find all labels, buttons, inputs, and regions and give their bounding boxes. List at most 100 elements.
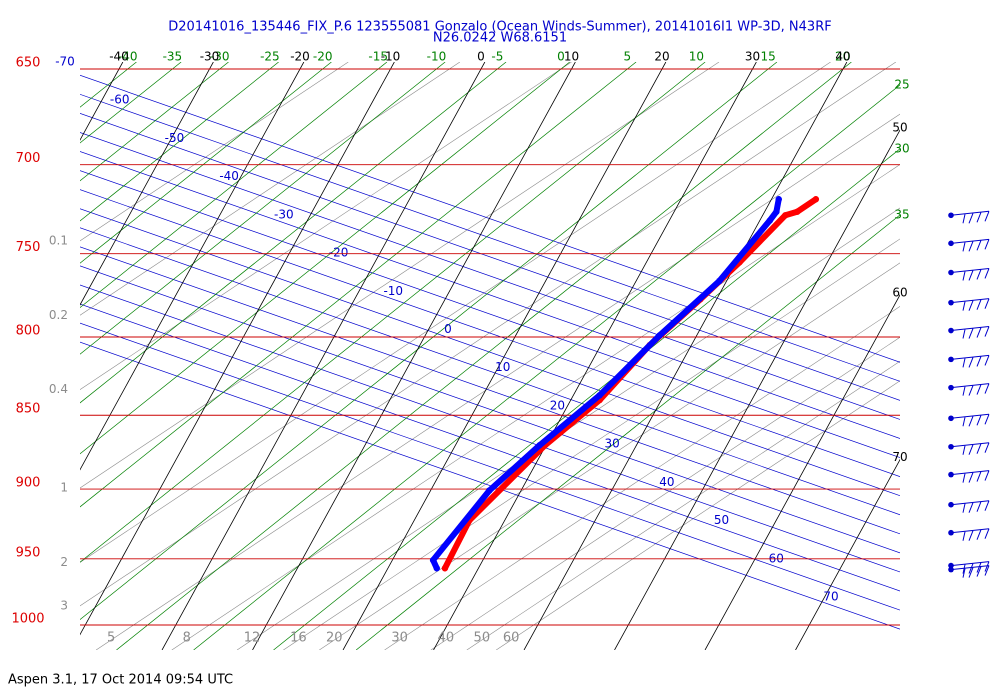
isotherm (704, 294, 900, 650)
wind-barb (950, 413, 990, 427)
blue-line-label: -40 (219, 169, 239, 183)
blue-line (80, 341, 900, 630)
sounding-point (775, 196, 782, 203)
wind-barb (950, 354, 990, 368)
dry-adiabat-label: 5 (624, 50, 632, 64)
dry-adiabat-label: -25 (260, 50, 280, 64)
wind-barb (950, 210, 990, 224)
sounding-point (486, 487, 493, 494)
isotherm (252, 62, 576, 650)
isotherm (80, 62, 305, 471)
blue-line (80, 132, 900, 420)
wind-barb (950, 561, 990, 574)
mixing-ratio-line (496, 380, 900, 650)
mixing-ratio-label: 2 (60, 555, 68, 569)
blue-line (80, 227, 900, 516)
y-tick-label: 850 (16, 402, 41, 417)
isotherm-label: 70 (892, 450, 907, 464)
mixing-ratio-label: 0.4 (49, 382, 68, 396)
mixing-ratio-label: 12 (244, 631, 261, 646)
plot-area (80, 62, 900, 650)
dry-adiabat-label: -5 (491, 50, 503, 64)
blue-line (80, 93, 900, 382)
mixing-ratio-label: 60 (503, 631, 520, 646)
wind-barb (950, 267, 990, 281)
mixing-ratio-line (384, 306, 900, 650)
sounding-point (773, 208, 780, 215)
blue-line-label: 20 (550, 398, 565, 412)
isotherm-label: -40 (109, 50, 129, 64)
dry-adiabat-label: -15 (368, 50, 388, 64)
mixing-ratio-line (80, 62, 461, 316)
isotherm-label: 0 (477, 50, 485, 64)
sounding-point (766, 217, 773, 224)
wind-barb-dot (948, 529, 954, 536)
blue-line-label: -60 (110, 93, 130, 107)
dry-adiabat-label: -40 (118, 50, 138, 64)
sounding-line (430, 196, 782, 572)
y-tick-label: 750 (16, 240, 41, 255)
blue-line (80, 322, 900, 611)
wind-barb (950, 500, 990, 513)
blue-line (80, 74, 900, 363)
mixing-ratio-label: 30 (391, 631, 408, 646)
mixing-ratio-line (283, 238, 900, 650)
dry-adiabat (80, 62, 332, 264)
dry-adiabat-label: 15 (761, 50, 776, 64)
dry-adiabat (80, 62, 388, 309)
dry-adiabat (80, 62, 507, 404)
dry-adiabat (80, 62, 229, 182)
wind-barb-dot (948, 562, 954, 569)
wind-barb-dot (948, 269, 954, 276)
blue-line-label: 30 (605, 437, 620, 451)
isotherm-label: 10 (564, 50, 579, 64)
dry-adiabat (80, 62, 570, 455)
isotherm-label: -10 (381, 50, 401, 64)
mixing-ratio-label: 3 (60, 598, 68, 612)
sounding-point (794, 208, 801, 215)
isotherm (80, 62, 214, 306)
wind-barb-dot (948, 384, 954, 391)
blue-line-label: 70 (823, 590, 838, 604)
dry-adiabat (80, 62, 637, 508)
dry-adiabat (80, 62, 778, 621)
wind-barb (950, 528, 990, 541)
wind-barb-dot (948, 212, 954, 219)
wind-barb-dot (948, 299, 954, 306)
wind-barb-dot (948, 471, 954, 478)
isotherm-label: 20 (654, 50, 669, 64)
isotherm (614, 129, 900, 650)
wind-barb (950, 238, 990, 252)
dry-adiabat-label: -35 (163, 50, 183, 64)
mixing-ratio-line (80, 62, 572, 391)
mixing-ratio-line (171, 164, 900, 650)
wind-barb-dot (948, 443, 954, 450)
mixing-ratio-label: 5 (107, 631, 115, 646)
wind-barb-dot (948, 415, 954, 422)
isotherm (161, 62, 486, 650)
isotherm (795, 458, 900, 650)
mixing-ratio-label: 20 (326, 631, 343, 646)
blue-line-label: -20 (329, 246, 349, 260)
mixing-ratio-line (236, 207, 900, 650)
blue-line-label: -50 (165, 131, 185, 145)
mixing-ratio-line (95, 113, 900, 650)
mixing-ratio-line (319, 262, 900, 650)
mixing-ratio-label: 16 (290, 631, 307, 646)
isotherm (523, 62, 848, 650)
blue-line (80, 151, 900, 439)
mixing-ratio-line (466, 360, 900, 650)
wind-barb (950, 298, 990, 311)
sounding-point (596, 392, 603, 399)
mixing-ratio-label: 40 (438, 631, 455, 646)
blue-line-label: -30 (274, 207, 294, 221)
chart-title: D20141016_135446_FIX_P.6 123555081 Gonza… (168, 20, 831, 35)
blue-line-label: 40 (659, 475, 674, 489)
dry-adiabat (193, 84, 900, 650)
isotherm-label: 60 (892, 285, 907, 299)
dry-adiabat (80, 62, 446, 355)
wind-barb-dot (948, 327, 954, 334)
wind-barb-dot (948, 566, 954, 573)
wind-barb (950, 470, 990, 483)
